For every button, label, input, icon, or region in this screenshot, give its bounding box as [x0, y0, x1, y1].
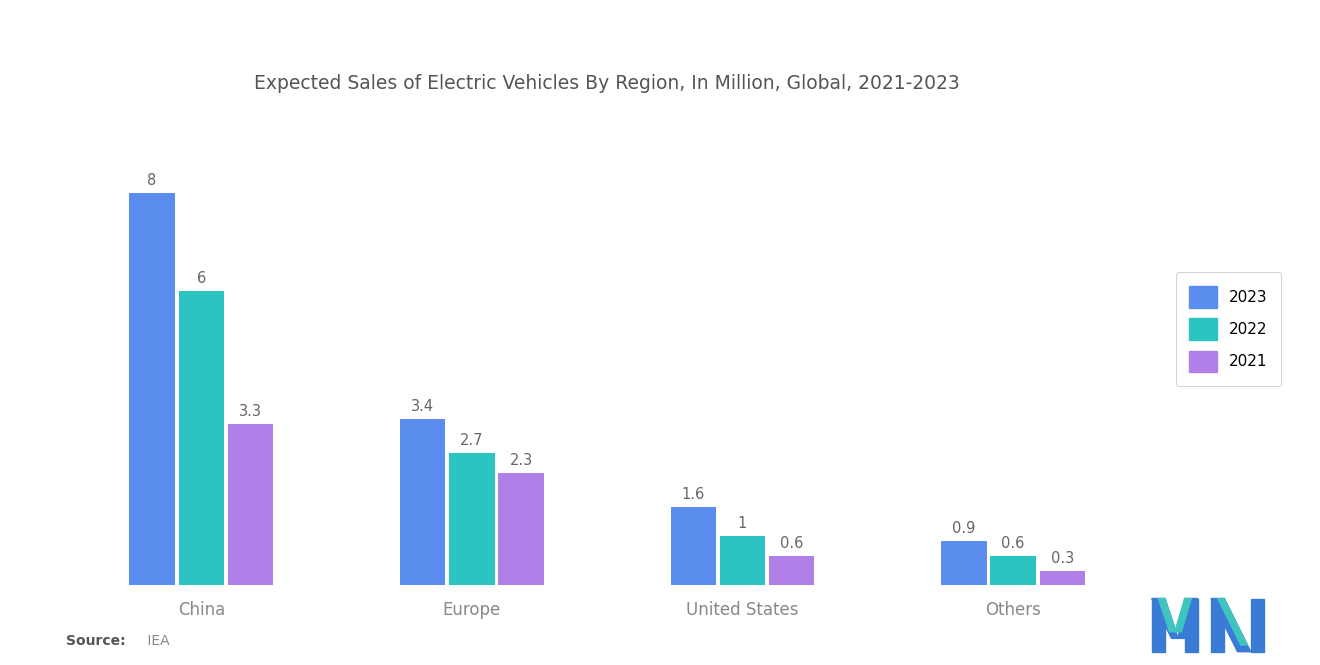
Polygon shape — [1185, 598, 1199, 652]
Text: IEA: IEA — [143, 634, 169, 648]
Polygon shape — [1159, 598, 1176, 632]
Bar — [499, 473, 544, 585]
Bar — [449, 453, 495, 585]
Bar — [178, 291, 224, 585]
Legend: 2023, 2022, 2021: 2023, 2022, 2021 — [1176, 272, 1282, 386]
Text: Source:: Source: — [66, 634, 125, 648]
Bar — [228, 424, 273, 585]
Title: Expected Sales of Electric Vehicles By Region, In Million, Global, 2021-2023: Expected Sales of Electric Vehicles By R… — [255, 74, 960, 93]
Text: 2.7: 2.7 — [461, 433, 483, 448]
Polygon shape — [1151, 598, 1166, 652]
Polygon shape — [1212, 598, 1250, 652]
Text: 0.3: 0.3 — [1051, 551, 1074, 566]
Polygon shape — [1212, 598, 1225, 652]
Polygon shape — [1250, 598, 1263, 652]
Bar — [129, 194, 174, 585]
Text: 0.6: 0.6 — [780, 536, 804, 551]
Polygon shape — [1179, 598, 1199, 638]
Text: 8: 8 — [148, 174, 157, 188]
Text: 6: 6 — [197, 271, 206, 287]
Text: 0.9: 0.9 — [952, 521, 975, 536]
Bar — [770, 556, 814, 585]
Polygon shape — [1151, 598, 1179, 638]
Text: 0.6: 0.6 — [1002, 536, 1024, 551]
Text: 2.3: 2.3 — [510, 453, 533, 467]
Bar — [941, 541, 986, 585]
Text: 3.3: 3.3 — [239, 404, 261, 418]
Text: 1: 1 — [738, 516, 747, 531]
Bar — [719, 536, 766, 585]
Bar — [990, 556, 1036, 585]
Text: 3.4: 3.4 — [411, 399, 434, 414]
Text: 1.6: 1.6 — [681, 487, 705, 502]
Bar — [400, 418, 445, 585]
Bar — [671, 507, 715, 585]
Polygon shape — [1217, 598, 1247, 645]
Polygon shape — [1175, 598, 1191, 632]
Bar — [1040, 571, 1085, 585]
